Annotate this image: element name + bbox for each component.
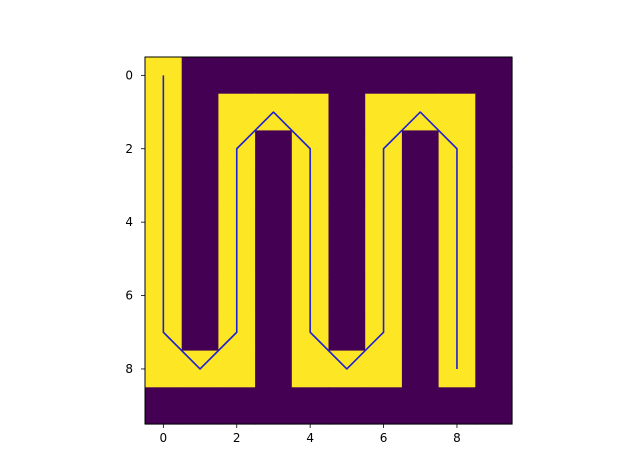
heatmap-cell xyxy=(401,203,440,242)
heatmap-cell xyxy=(181,57,219,95)
axes-frame xyxy=(144,56,513,425)
heatmap-cell xyxy=(255,203,293,242)
y-axis: 0 2 4 6 8 xyxy=(125,68,145,376)
heatmap-cell xyxy=(401,277,440,315)
heatmap-cell xyxy=(475,277,513,315)
path-overlay xyxy=(162,75,458,370)
heatmap-cell xyxy=(291,57,330,95)
heatmap-cell xyxy=(181,387,219,425)
heatmap-cell xyxy=(255,130,293,168)
x-axis: 0 2 4 6 8 xyxy=(160,424,461,445)
heatmap-cell xyxy=(475,313,513,352)
heatmap-cell xyxy=(218,387,256,425)
heatmap-cell xyxy=(401,313,440,352)
path-line xyxy=(162,75,458,370)
heatmap-cell xyxy=(475,350,513,388)
heatmap-cell xyxy=(255,313,293,352)
heatmap-cell xyxy=(291,387,330,425)
heatmap-cell xyxy=(328,203,366,242)
heatmap-cell xyxy=(365,387,403,425)
heatmap-cell xyxy=(475,203,513,242)
y-tick-label: 2 xyxy=(125,142,133,156)
y-tick-label: 4 xyxy=(125,215,133,229)
heatmap-cell xyxy=(255,57,293,95)
x-tick-label: 8 xyxy=(453,431,461,445)
heatmap-cell xyxy=(181,277,219,315)
heatmap-cell xyxy=(328,93,366,131)
heatmap-cell xyxy=(401,387,440,425)
heatmap-cell xyxy=(365,57,403,95)
heatmap-cell xyxy=(438,387,476,425)
y-tick-label: 0 xyxy=(125,68,133,82)
heatmap-cell xyxy=(401,240,440,278)
heatmap-cell xyxy=(328,387,366,425)
x-tick-label: 2 xyxy=(233,431,241,445)
heatmap-cell xyxy=(328,130,366,168)
heatmap-cell xyxy=(255,167,293,205)
heatmap-cell xyxy=(181,240,219,278)
heatmap-cell xyxy=(401,350,440,388)
heatmap-cell xyxy=(475,387,513,425)
heatmap-cell xyxy=(438,57,476,95)
heatmap-cell xyxy=(438,93,476,131)
heatmap-cell xyxy=(475,57,513,95)
x-tick-label: 0 xyxy=(160,431,168,445)
heatmap-cell xyxy=(255,387,293,425)
heatmap-cell xyxy=(218,57,256,95)
heatmap-cell xyxy=(328,240,366,278)
heatmap-cell xyxy=(475,130,513,168)
y-tick-label: 8 xyxy=(125,362,133,376)
heatmap-cell xyxy=(401,167,440,205)
heatmap-cell xyxy=(365,93,403,131)
heatmap-cell xyxy=(181,313,219,352)
heatmap-cell xyxy=(145,387,183,425)
heatmap-cell xyxy=(328,167,366,205)
y-tick-label: 6 xyxy=(125,289,133,303)
heatmap-cell xyxy=(145,350,183,388)
heatmap-cell xyxy=(218,93,256,131)
heatmap-cell xyxy=(181,203,219,242)
heatmap-cell xyxy=(291,93,330,131)
heatmap-cell xyxy=(328,57,366,95)
heatmap-cell xyxy=(181,167,219,205)
heatmap-cell xyxy=(475,93,513,131)
heatmap-cell xyxy=(291,350,330,388)
heatmap-cell xyxy=(255,240,293,278)
heatmap-cell xyxy=(181,93,219,131)
heatmap-cell xyxy=(255,350,293,388)
heatmap-cell xyxy=(401,130,440,168)
heatmap-cell xyxy=(218,350,256,388)
heatmap-cell xyxy=(255,277,293,315)
heatmap-cell xyxy=(475,240,513,278)
x-tick-label: 4 xyxy=(306,431,314,445)
x-tick-label: 6 xyxy=(380,431,388,445)
heatmap-cell xyxy=(365,350,403,388)
heatmap-cell xyxy=(475,167,513,205)
heatmap-cell xyxy=(401,57,440,95)
heatmap-cell xyxy=(328,277,366,315)
heatmap-cell xyxy=(181,130,219,168)
heatmap-cell xyxy=(328,313,366,352)
